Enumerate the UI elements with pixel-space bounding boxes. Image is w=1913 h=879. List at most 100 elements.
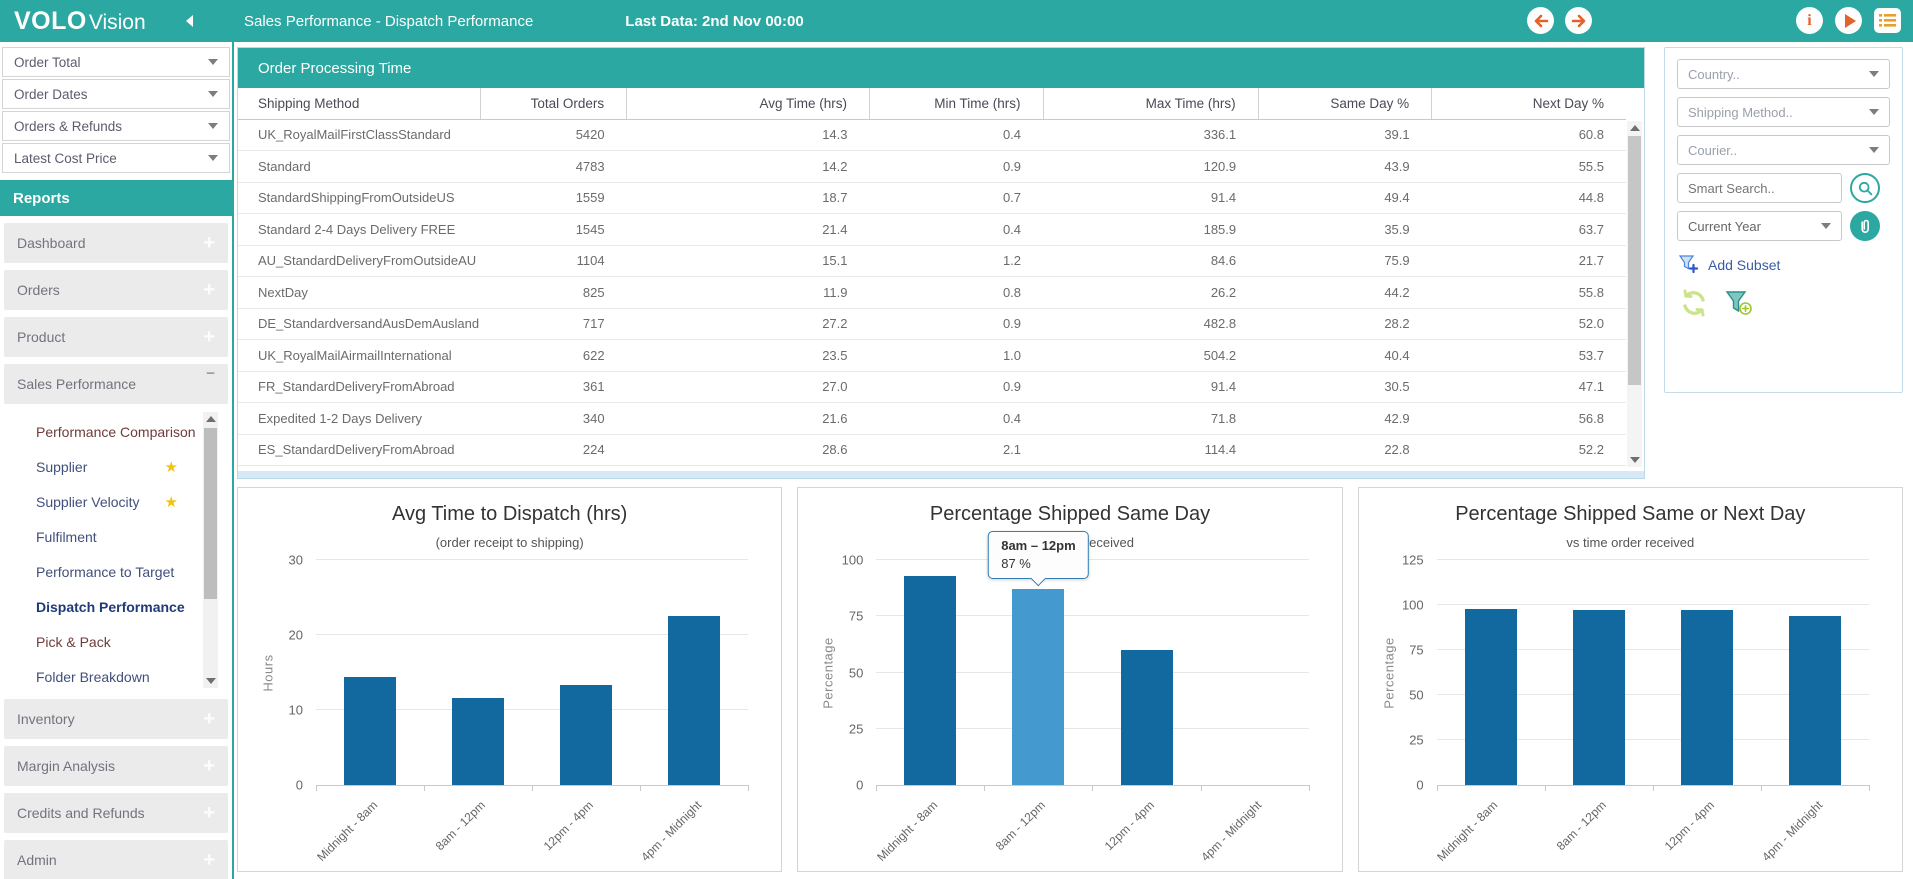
logo-vision: Vision: [88, 10, 146, 34]
expand-icon[interactable]: +: [203, 755, 215, 777]
submenu-item-fulfilment[interactable]: Fulfilment: [6, 519, 226, 554]
column-header-max-time-hrs[interactable]: Max Time (hrs): [1042, 88, 1259, 120]
bar-4pm-midnight[interactable]: [668, 616, 721, 785]
expand-icon[interactable]: +: [203, 279, 215, 301]
bar-12pm-4pm[interactable]: [560, 685, 613, 785]
sidebar-filter-latest-cost-price[interactable]: Latest Cost Price: [2, 143, 230, 173]
sidebar-filter-order-total[interactable]: Order Total: [2, 47, 230, 77]
expand-icon[interactable]: +: [203, 849, 215, 871]
column-header-shipping-method[interactable]: Shipping Method: [238, 88, 481, 120]
forward-button[interactable]: [1565, 7, 1592, 34]
sidebar-item-product[interactable]: Product +: [4, 317, 228, 357]
bar-8am-12pm[interactable]: [452, 698, 505, 785]
submenu-item-pick-pack[interactable]: Pick & Pack: [6, 624, 226, 659]
add-subset-button[interactable]: Add Subset: [1679, 255, 1890, 274]
sidebar-item-orders[interactable]: Orders +: [4, 270, 228, 310]
table-cell: 52.2: [1431, 434, 1626, 466]
play-button[interactable]: [1835, 7, 1862, 34]
filter-select-country[interactable]: Country..: [1677, 59, 1890, 89]
search-button[interactable]: [1850, 173, 1880, 203]
table-horizontal-scrollbar[interactable]: [238, 471, 1644, 478]
submenu-item-folder-breakdown[interactable]: Folder Breakdown: [6, 659, 226, 692]
table-vertical-scrollbar[interactable]: [1627, 121, 1642, 467]
sidebar-sections: Dashboard + Orders + Product + Sales Performan…: [0, 216, 232, 879]
sidebar-item-margin-analysis[interactable]: Margin Analysis +: [4, 746, 228, 786]
sidebar-collapse-button[interactable]: [178, 15, 200, 27]
table-cell: 1559: [480, 182, 627, 214]
column-header-next-day[interactable]: Next Day %: [1431, 88, 1626, 120]
add-filter-button[interactable]: [1725, 290, 1753, 321]
scroll-thumb[interactable]: [204, 428, 217, 600]
menu-button[interactable]: [1874, 8, 1901, 33]
column-header-same-day[interactable]: Same Day %: [1257, 88, 1432, 120]
info-button[interactable]: i: [1796, 7, 1823, 34]
scroll-thumb[interactable]: [1628, 136, 1641, 386]
table-cell: Standard: [238, 150, 481, 183]
scroll-down-icon[interactable]: [206, 678, 216, 684]
smart-search-input[interactable]: [1677, 173, 1842, 203]
scroll-up-icon[interactable]: [1630, 125, 1640, 131]
expand-icon[interactable]: +: [203, 802, 215, 824]
back-arrow-icon: [1534, 14, 1548, 27]
expand-icon[interactable]: +: [203, 232, 215, 254]
column-header-total-orders[interactable]: Total Orders: [480, 88, 627, 120]
x-tick-mark: [1544, 785, 1546, 791]
sidebar-item-inventory[interactable]: Inventory +: [4, 699, 228, 739]
select-placeholder: Shipping Method..: [1688, 104, 1793, 120]
x-tick-label: 4pm - Midnight: [638, 798, 705, 865]
favorite-star-icon[interactable]: ★: [164, 493, 178, 511]
period-select[interactable]: Current Year: [1677, 211, 1842, 241]
sidebar-item-admin[interactable]: Admin +: [4, 840, 228, 879]
bar-midnight-8am[interactable]: [344, 677, 397, 785]
scroll-up-icon[interactable]: [206, 416, 216, 422]
bar-12pm-4pm[interactable]: [1120, 650, 1173, 785]
submenu-scrollbar[interactable]: [203, 412, 218, 688]
expand-icon[interactable]: +: [203, 708, 215, 730]
chart-title: Avg Time to Dispatch (hrs): [392, 503, 628, 525]
filter-select-courier[interactable]: Courier..: [1677, 135, 1890, 165]
sidebar-item-dashboard[interactable]: Dashboard +: [4, 223, 228, 263]
back-button[interactable]: [1527, 7, 1554, 34]
bar-midnight-8am[interactable]: [1464, 608, 1517, 785]
submenu-item-supplier-velocity[interactable]: Supplier Velocity ★: [6, 484, 226, 519]
x-axis-labels: Midnight - 8am 8am - 12pm 12pm - 4pm 4pm - …: [314, 790, 748, 868]
smart-search-row: [1677, 173, 1890, 203]
bar-midnight-8am[interactable]: [904, 575, 957, 785]
submenu-item-dispatch-performance[interactable]: Dispatch Performance: [6, 589, 226, 624]
submenu-item-performance-to-target[interactable]: Performance to Target: [6, 554, 226, 589]
table-cell: 0.4: [869, 119, 1044, 151]
chevron-down-icon: [1869, 71, 1879, 77]
logo: VOLOVision: [0, 7, 178, 36]
table-cell: 55.8: [1431, 276, 1626, 309]
period-row: Current Year: [1677, 211, 1890, 241]
favorite-star-icon[interactable]: ★: [164, 458, 178, 476]
bar-8am-12pm[interactable]: [1012, 589, 1065, 785]
attach-button[interactable]: [1850, 211, 1880, 241]
sidebar-filter-order-dates[interactable]: Order Dates: [2, 79, 230, 109]
section-label: Inventory: [17, 711, 75, 727]
x-tick-mark: [1436, 785, 1438, 791]
filter-select-shipping-method[interactable]: Shipping Method..: [1677, 97, 1890, 127]
bar-4pm-midnight[interactable]: [1788, 615, 1841, 785]
table-cell: Expedited 1-2 Days Delivery: [238, 402, 481, 435]
chevron-down-icon: [1869, 147, 1879, 153]
submenu-item-supplier[interactable]: Supplier ★: [6, 449, 226, 484]
last-data-label: Last Data: 2nd Nov 00:00: [625, 12, 804, 30]
bar-8am-12pm[interactable]: [1572, 610, 1625, 785]
tooltip-title: 8am – 12pm: [1001, 538, 1076, 554]
column-header-min-time-hrs[interactable]: Min Time (hrs): [869, 88, 1044, 120]
expand-icon[interactable]: +: [203, 326, 215, 348]
y-tick-label: 0: [295, 777, 303, 793]
bar-12pm-4pm[interactable]: [1680, 610, 1733, 785]
sidebar-item-credits-and-refunds[interactable]: Credits and Refunds +: [4, 793, 228, 833]
sidebar-filter-orders-refunds[interactable]: Orders & Refunds: [2, 111, 230, 141]
scroll-down-icon[interactable]: [1630, 457, 1640, 463]
x-tick-mark: [1652, 785, 1654, 791]
table-cell: 1.2: [869, 245, 1044, 277]
sidebar-item-sales-performance[interactable]: Sales Performance −: [4, 364, 228, 404]
filter-label: Order Total: [14, 54, 81, 70]
collapse-icon[interactable]: −: [206, 365, 215, 382]
submenu-item-performance-comparison[interactable]: Performance Comparison: [6, 414, 226, 449]
column-header-avg-time-hrs[interactable]: Avg Time (hrs): [626, 88, 870, 120]
refresh-button[interactable]: [1679, 288, 1709, 323]
